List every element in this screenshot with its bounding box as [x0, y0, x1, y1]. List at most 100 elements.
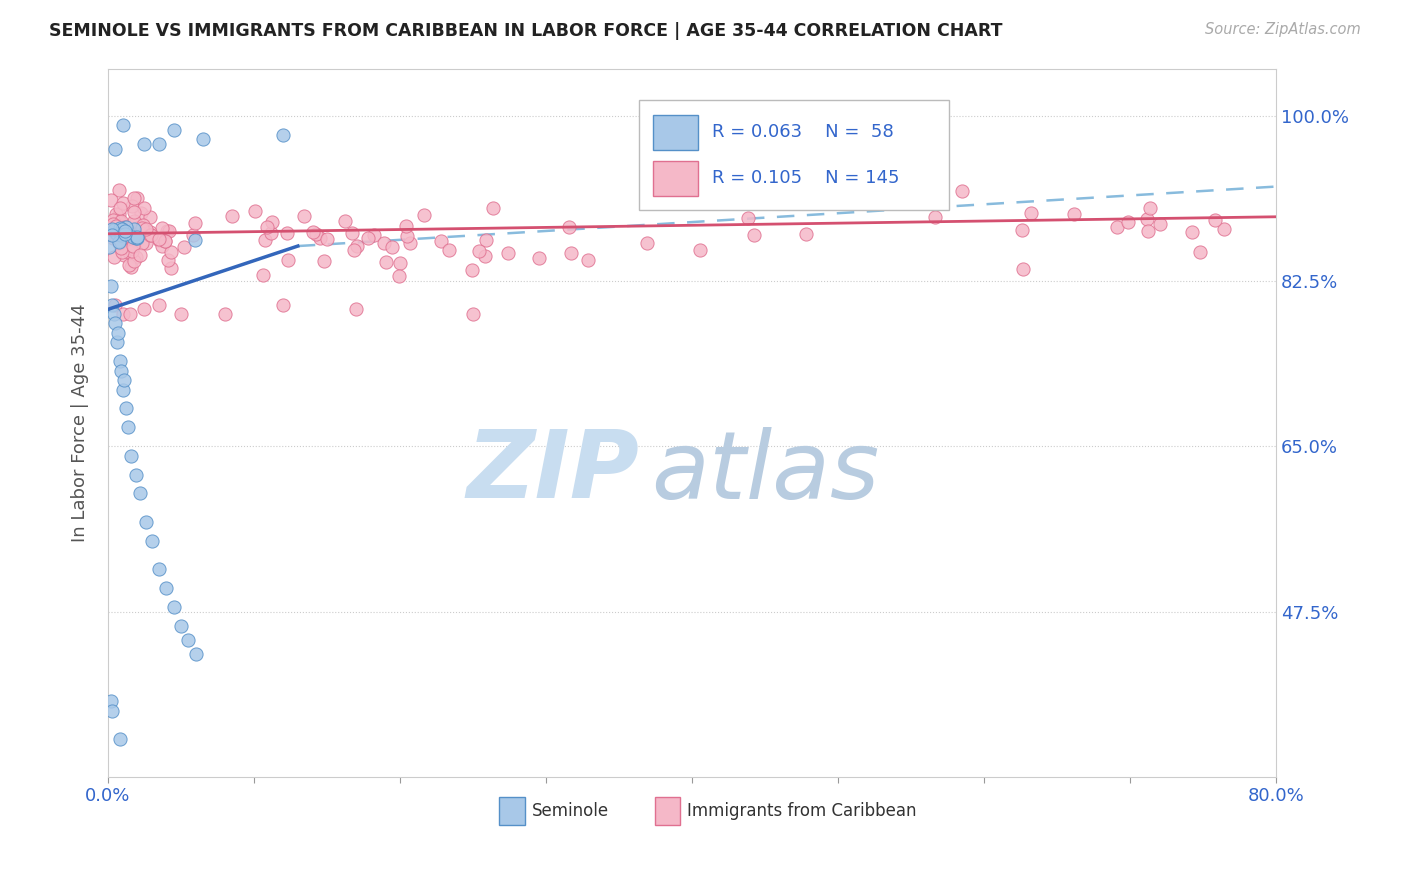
Point: [124, 216, 146, 230]
Point: [1063, 207, 1085, 221]
Point: [221, 209, 243, 223]
Point: [184, 215, 207, 229]
Point: [245, 203, 267, 218]
Point: [389, 255, 412, 269]
Point: [163, 123, 186, 137]
Point: [118, 245, 141, 260]
Point: [344, 302, 367, 317]
Point: [110, 227, 132, 242]
Point: [135, 221, 157, 235]
Point: [125, 231, 148, 245]
Bar: [654, 114, 697, 150]
Point: [110, 364, 132, 378]
Point: [105, 207, 128, 221]
Point: [260, 215, 283, 229]
Point: [112, 227, 135, 242]
Point: [271, 297, 294, 311]
Point: [105, 227, 128, 242]
Point: [108, 354, 131, 368]
Point: [131, 226, 153, 240]
Point: [125, 231, 148, 245]
Point: [177, 632, 200, 647]
Point: [105, 222, 128, 236]
Point: [128, 248, 150, 262]
Point: [122, 222, 145, 236]
Point: [100, 224, 122, 238]
Point: [1019, 206, 1042, 220]
Point: [1189, 245, 1212, 260]
Point: [468, 244, 491, 258]
Point: [346, 239, 368, 253]
Point: [437, 243, 460, 257]
Point: [312, 254, 335, 268]
Point: [139, 210, 162, 224]
Text: atlas: atlas: [651, 426, 879, 517]
Point: [101, 227, 124, 242]
Point: [112, 248, 135, 262]
Point: [122, 191, 145, 205]
Point: [132, 219, 155, 233]
Point: [141, 228, 163, 243]
Point: [125, 234, 148, 248]
Point: [253, 233, 276, 247]
Point: [160, 245, 183, 260]
Point: [108, 731, 131, 746]
Point: [157, 224, 180, 238]
Point: [101, 213, 124, 227]
Y-axis label: In Labor Force | Age 35-44: In Labor Force | Age 35-44: [72, 303, 89, 542]
Point: [98, 221, 121, 235]
Point: [111, 383, 134, 397]
Point: [111, 245, 134, 260]
Point: [173, 239, 195, 253]
Point: [122, 254, 145, 268]
Point: [214, 307, 236, 321]
Point: [1012, 262, 1035, 277]
Point: [118, 259, 141, 273]
Point: [121, 199, 143, 213]
Point: [132, 201, 155, 215]
Point: [114, 219, 136, 234]
Point: [111, 230, 134, 244]
Point: [110, 214, 132, 228]
Point: [129, 205, 152, 219]
Text: R = 0.063    N =  58: R = 0.063 N = 58: [711, 123, 894, 141]
Point: [340, 227, 363, 241]
Point: [112, 373, 135, 387]
Point: [150, 221, 173, 235]
Point: [148, 297, 170, 311]
Point: [101, 217, 124, 231]
Point: [131, 221, 153, 235]
Point: [558, 220, 581, 235]
Point: [111, 196, 134, 211]
Point: [108, 207, 131, 221]
Point: [1116, 214, 1139, 228]
Point: [100, 219, 122, 233]
Text: Immigrants from Caribbean: Immigrants from Caribbean: [688, 802, 917, 820]
Point: [184, 647, 207, 661]
Point: [129, 486, 152, 500]
Point: [183, 233, 205, 247]
Point: [276, 226, 298, 240]
Point: [134, 302, 156, 317]
Point: [181, 227, 204, 242]
Point: [131, 236, 153, 251]
Point: [305, 227, 328, 241]
Point: [104, 142, 127, 156]
Point: [103, 307, 125, 321]
Bar: [655, 797, 681, 825]
Point: [689, 244, 711, 258]
Point: [148, 562, 170, 576]
Point: [163, 599, 186, 614]
Point: [343, 243, 366, 257]
Point: [101, 704, 124, 718]
Point: [98, 225, 121, 239]
Point: [1149, 218, 1171, 232]
Point: [121, 244, 143, 258]
Point: [637, 235, 659, 250]
Bar: [654, 161, 697, 196]
Point: [363, 227, 385, 242]
Point: [104, 225, 127, 239]
Point: [335, 214, 357, 228]
Point: [308, 231, 330, 245]
Point: [139, 228, 162, 243]
